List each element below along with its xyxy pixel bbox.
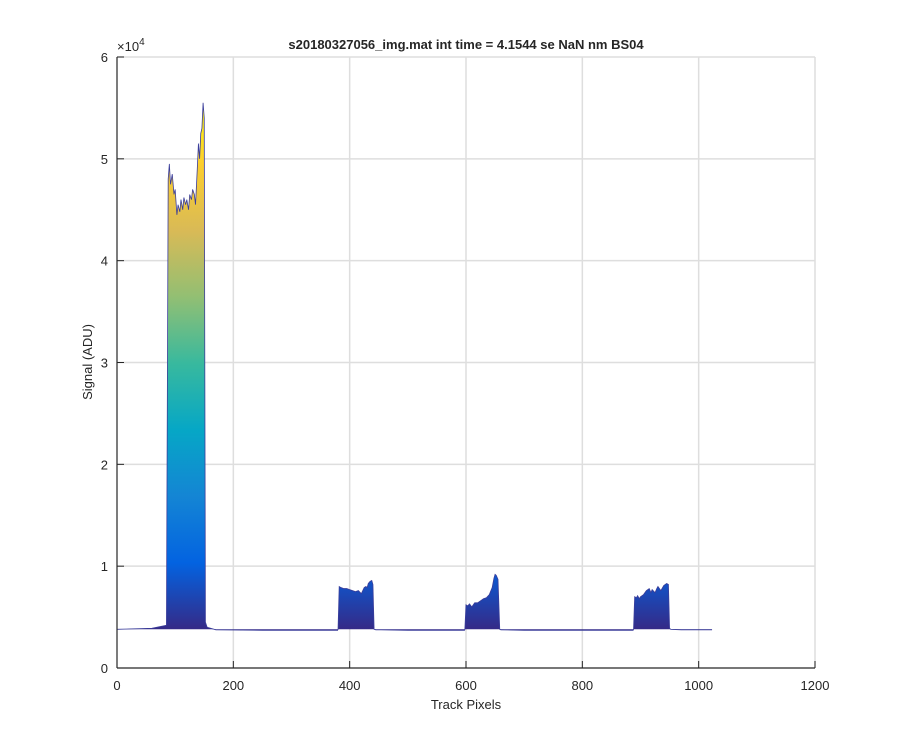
tick-labels: 0 200 400 600 800 1000 1200 0 1 2 3 4 5 6: [101, 50, 830, 693]
y-tick-label: 2: [101, 457, 108, 472]
signal-line-segment-4: [633, 583, 713, 631]
y-exponent-label: ×104: [117, 37, 145, 54]
signal-area-segment-1: [117, 102, 339, 631]
y-tick-label: 6: [101, 50, 108, 65]
x-tick-label: 0: [113, 678, 120, 693]
y-axis-label: Signal (ADU): [80, 324, 95, 400]
y-exponent-power: 4: [139, 37, 145, 48]
signal-line-segment-3: [464, 573, 634, 631]
y-exponent-base: ×10: [117, 39, 139, 54]
signal-area-segment-4: [633, 583, 713, 630]
x-tick-label: 1000: [684, 678, 713, 693]
signal-line-segment-2: [337, 579, 465, 631]
y-tick-label: 1: [101, 559, 108, 574]
signal-area-segment-2: [338, 580, 465, 631]
grid: [117, 56, 816, 668]
x-tick-label: 1200: [801, 678, 830, 693]
x-tick-label: 400: [339, 678, 361, 693]
x-axis-label: Track Pixels: [431, 697, 502, 712]
y-tick-label: 3: [101, 356, 108, 371]
x-tick-label: 600: [455, 678, 477, 693]
y-tick-label: 5: [101, 152, 108, 167]
x-tick-label: 200: [222, 678, 244, 693]
chart-title: s20180327056_img.mat int time = 4.1544 s…: [288, 37, 644, 52]
signal-line-segment-1: [116, 102, 339, 631]
data-series: [116, 102, 713, 631]
y-tick-label: 0: [101, 661, 108, 676]
x-tick-label: 800: [571, 678, 593, 693]
y-tick-label: 4: [101, 254, 108, 269]
axes: [116, 56, 816, 669]
